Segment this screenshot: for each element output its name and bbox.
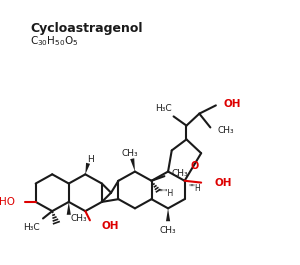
Text: Cycloastragenol: Cycloastragenol <box>30 22 143 35</box>
Text: CH₃: CH₃ <box>160 226 176 235</box>
Text: ""H: ""H <box>188 184 201 193</box>
Text: H: H <box>88 155 94 164</box>
Text: """H: """H <box>157 189 173 198</box>
Text: OH: OH <box>214 178 232 188</box>
Text: HO: HO <box>0 197 15 207</box>
Text: CH₃: CH₃ <box>172 169 188 178</box>
Text: CH₃: CH₃ <box>121 149 138 158</box>
Text: OH: OH <box>223 99 241 109</box>
Polygon shape <box>85 163 90 174</box>
Text: H₃C: H₃C <box>23 223 39 232</box>
Text: CH₃: CH₃ <box>70 214 87 223</box>
Text: OH: OH <box>102 221 119 231</box>
Text: O: O <box>190 161 199 171</box>
Text: H₃C: H₃C <box>155 104 172 113</box>
Text: CH₃: CH₃ <box>218 126 234 135</box>
Polygon shape <box>166 208 170 221</box>
Polygon shape <box>130 158 135 171</box>
Polygon shape <box>67 202 71 215</box>
Text: $\mathregular{C_{30}H_{50}O_5}$: $\mathregular{C_{30}H_{50}O_5}$ <box>30 35 79 48</box>
